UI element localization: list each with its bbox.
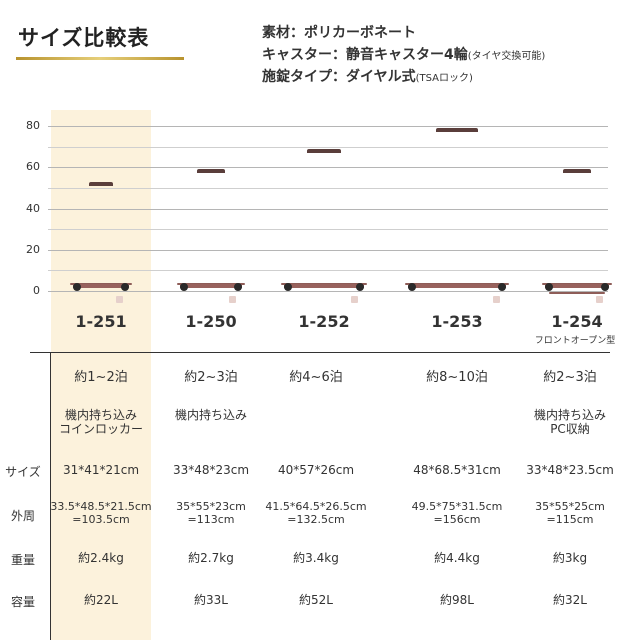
cell-girth: 35*55*23cm =113cm (176, 500, 246, 527)
wheel-icon (356, 282, 364, 291)
spec-caster: キャスター：静音キャスター4輪(タイヤ交換可能) (262, 47, 546, 63)
model-note: フロントオープン型 (534, 336, 616, 346)
gridline (48, 291, 608, 292)
spec-lock-note: (TSAロック) (415, 73, 473, 84)
cell-weight: 約3.4kg (293, 551, 339, 565)
wheel-icon (234, 282, 242, 291)
y-tick-label: 0 (33, 284, 40, 297)
highlight-column (51, 110, 151, 640)
wheel-icon (408, 282, 416, 291)
gridline (48, 249, 608, 251)
cell-weight: 約4.4kg (434, 551, 480, 565)
wheel-icon (545, 282, 553, 291)
cell-size: 40*57*26cm (277, 463, 355, 477)
model-code: 1-250 (185, 312, 237, 331)
suitcase-logo-icon (596, 295, 603, 303)
cell-girth: 49.5*75*31.5cm =156cm (411, 500, 503, 527)
front-pocket (549, 291, 605, 294)
cell-size: 33*48*23cm (172, 463, 250, 477)
cell-capacity: 約98L (440, 593, 474, 607)
cell-size: 48*68.5*31cm (413, 463, 501, 477)
cell-feature: 機内持ち込み PC収納 (533, 408, 606, 437)
spec-lock: 施錠タイプ：ダイヤル式(TSAロック) (262, 69, 473, 85)
suitcase-1-252 (281, 149, 367, 303)
cell-weight: 約3kg (552, 551, 588, 565)
gridline (48, 126, 608, 128)
suitcase-handle (306, 149, 342, 154)
y-tick-label: 80 (26, 119, 40, 133)
suitcase-logo-icon (229, 295, 236, 303)
y-tick-label: 40 (26, 201, 40, 215)
suitcase-1-253 (405, 128, 509, 303)
cell-nights: 約4~6泊 (289, 370, 343, 385)
suitcase-handle (436, 128, 478, 133)
row-label-weight: 重量 (10, 553, 35, 567)
cell-nights: 約2~3泊 (543, 370, 597, 385)
suitcase-band (180, 283, 242, 288)
title-underline (16, 57, 184, 60)
cell-feature: 機内持ち込み (174, 408, 247, 422)
suitcase-handle (88, 182, 114, 187)
suitcase-body (542, 282, 612, 303)
suitcase-logo-icon (493, 295, 500, 303)
wheel-icon (284, 282, 292, 291)
suitcase-1-250 (177, 168, 245, 303)
model-code: 1-252 (298, 312, 350, 331)
wheel-icon (121, 282, 129, 291)
cell-capacity: 約22L (84, 593, 118, 607)
suitcase-handle (197, 168, 225, 173)
y-tick-label: 20 (26, 242, 40, 256)
suitcase-band (284, 283, 364, 288)
row-label-girth: 外周 (10, 509, 35, 523)
wheel-icon (498, 282, 506, 291)
cell-weight: 約2.4kg (78, 551, 124, 565)
suitcase-logo-icon (116, 295, 123, 303)
cell-capacity: 約33L (194, 593, 228, 607)
cell-nights: 約2~3泊 (184, 370, 238, 385)
suitcase-1-254 (542, 168, 612, 303)
model-code: 1-254 (551, 312, 603, 331)
row-label-capacity: 容量 (10, 595, 35, 609)
model-code: 1-253 (431, 312, 483, 331)
gridline (48, 167, 608, 169)
gridline-minor (48, 270, 608, 272)
cell-nights: 約1~2泊 (74, 370, 128, 385)
suitcase-logo-icon (351, 295, 358, 303)
cell-nights: 約8~10泊 (426, 370, 488, 385)
cell-girth: 35*55*25cm =115cm (535, 500, 605, 527)
suitcase-body (70, 282, 132, 303)
spec-caster-note: (タイヤ交換可能) (467, 51, 546, 62)
row-label-size: サイズ (5, 465, 41, 479)
gridline-minor (48, 146, 608, 148)
suitcase-body (405, 282, 509, 303)
model-code: 1-251 (75, 312, 127, 331)
suitcase-band (408, 283, 506, 288)
spec-material: 素材：ポリカーボネート (262, 25, 416, 41)
cell-feature: 機内持ち込み コインロッカー (58, 408, 143, 437)
cell-girth: 41.5*64.5*26.5cm =132.5cm (265, 500, 367, 527)
suitcase-band (545, 283, 609, 288)
page-title: サイズ比較表 (18, 26, 150, 50)
table-divider-vertical (50, 352, 51, 640)
wheel-icon (180, 282, 188, 291)
wheel-icon (601, 282, 609, 291)
cell-size: 31*41*21cm (62, 463, 140, 477)
gridline-minor (48, 229, 608, 231)
suitcase-band (73, 283, 129, 288)
wheel-icon (73, 282, 81, 291)
y-tick-label: 60 (26, 160, 40, 174)
table-divider-horizontal (30, 352, 610, 353)
cell-capacity: 約52L (299, 593, 333, 607)
cell-size: 33*48*23.5cm (526, 463, 614, 477)
cell-girth: 33.5*48.5*21.5cm =103.5cm (50, 500, 152, 527)
cell-capacity: 約32L (553, 593, 587, 607)
suitcase-handle (563, 168, 591, 173)
suitcase-1-251 (70, 182, 132, 303)
gridline-minor (48, 188, 608, 189)
suitcase-body (177, 282, 245, 303)
suitcase-body (281, 282, 367, 303)
gridline (48, 208, 608, 210)
cell-weight: 約2.7kg (188, 551, 234, 565)
